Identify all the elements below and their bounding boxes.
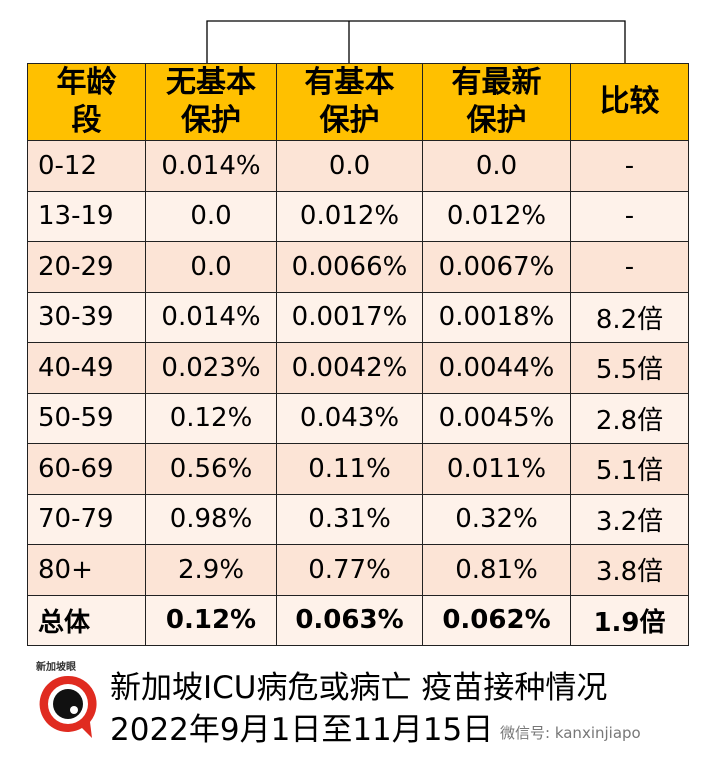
table-cell: 0.0 xyxy=(422,140,571,192)
total-row: 总体 0.12% 0.063% 0.062% 1.9倍 xyxy=(27,594,689,646)
table-cell: 5.1倍 xyxy=(570,443,689,495)
column-header: 年龄 段 xyxy=(27,63,146,141)
table-cell: 0.0 xyxy=(276,140,423,192)
table-cell: 0.012% xyxy=(276,190,423,242)
table-cell: 0.31% xyxy=(276,493,423,545)
age-group-cell: 30-39 xyxy=(27,291,146,343)
table-cell: 3.8倍 xyxy=(570,544,689,596)
table-row: 70-79 0.98% 0.31% 0.32% 3.2倍 xyxy=(27,493,689,545)
table-cell: 0.32% xyxy=(422,493,571,545)
table-row: 30-39 0.014% 0.0017% 0.0018% 8.2倍 xyxy=(27,291,689,343)
table-cell: 0.043% xyxy=(276,392,423,444)
table-cell: 0.0066% xyxy=(276,241,423,293)
table-row: 40-49 0.023% 0.0042% 0.0044% 5.5倍 xyxy=(27,342,689,394)
table-cell: 0.0045% xyxy=(422,392,571,444)
xinjiapoyan-logo: 新加坡眼 xyxy=(36,660,97,738)
table-cell: 0.0067% xyxy=(422,241,571,293)
icu-vaccination-table: 年龄 段无基本 保护 有基本 保护 有最新 保护 比较 0-12 0.014% 0.0 0.… xyxy=(27,63,689,646)
table-cell: 0.023% xyxy=(145,342,277,394)
table-cell: 1.9倍 xyxy=(570,594,689,646)
age-group-cell: 70-79 xyxy=(27,493,146,545)
age-group-cell: 20-29 xyxy=(27,241,146,293)
table-cell: 0.0042% xyxy=(276,342,423,394)
table-cell: 0.11% xyxy=(276,443,423,495)
table-cell: - xyxy=(570,140,689,192)
table-cell: 5.5倍 xyxy=(570,342,689,394)
table-cell: 0.56% xyxy=(145,443,277,495)
table-cell: 0.014% xyxy=(145,291,277,343)
table-cell: 0.98% xyxy=(145,493,277,545)
table-row: 80+ 2.9% 0.77% 0.81% 3.8倍 xyxy=(27,544,689,596)
age-group-cell: 40-49 xyxy=(27,342,146,394)
table-cell: 2.8倍 xyxy=(570,392,689,444)
column-header: 有最新 保护 xyxy=(422,63,571,141)
column-header: 无基本 保护 xyxy=(145,63,277,141)
table-cell: 3.2倍 xyxy=(570,493,689,545)
table-row: 50-59 0.12% 0.043% 0.0045% 2.8倍 xyxy=(27,392,689,444)
table-row: 13-19 0.0 0.012% 0.012% - xyxy=(27,190,689,242)
age-group-cell: 总体 xyxy=(27,594,146,646)
table-cell: 0.77% xyxy=(276,544,423,596)
wechat-id-watermark: 微信号: kanxinjiapo xyxy=(500,724,641,742)
table-cell: 0.062% xyxy=(422,594,571,646)
table-cell: 0.014% xyxy=(145,140,277,192)
table-cell: 0.12% xyxy=(145,594,277,646)
table-cell: 0.0018% xyxy=(422,291,571,343)
table-cell: 0.12% xyxy=(145,392,277,444)
age-group-cell: 80+ xyxy=(27,544,146,596)
table-cell: 0.063% xyxy=(276,594,423,646)
age-group-cell: 13-19 xyxy=(27,190,146,242)
table-cell: 0.81% xyxy=(422,544,571,596)
table-cell: - xyxy=(570,190,689,242)
footer-date-range: 2022年9月1日至11月15日 xyxy=(110,712,494,748)
column-header: 比较 xyxy=(570,63,689,141)
table-cell: 0.0017% xyxy=(276,291,423,343)
table-cell: 0.0 xyxy=(145,190,277,242)
table-row: 20-29 0.0 0.0066% 0.0067% - xyxy=(27,241,689,293)
table-cell: 0.0044% xyxy=(422,342,571,394)
table-row: 60-69 0.56% 0.11% 0.011% 5.1倍 xyxy=(27,443,689,495)
age-group-cell: 60-69 xyxy=(27,443,146,495)
table-cell: 0.011% xyxy=(422,443,571,495)
age-group-cell: 50-59 xyxy=(27,392,146,444)
table-cell: - xyxy=(570,241,689,293)
svg-text:新加坡眼: 新加坡眼 xyxy=(36,660,76,673)
age-group-cell: 0-12 xyxy=(27,140,146,192)
table-cell: 2.9% xyxy=(145,544,277,596)
footer-title: 新加坡ICU病危或病亡 疫苗接种情况 xyxy=(110,670,608,706)
table-cell: 0.012% xyxy=(422,190,571,242)
column-header: 有基本 保护 xyxy=(276,63,423,141)
table-row: 0-12 0.014% 0.0 0.0- xyxy=(27,140,689,192)
table-cell: 8.2倍 xyxy=(570,291,689,343)
table-cell: 0.0 xyxy=(145,241,277,293)
